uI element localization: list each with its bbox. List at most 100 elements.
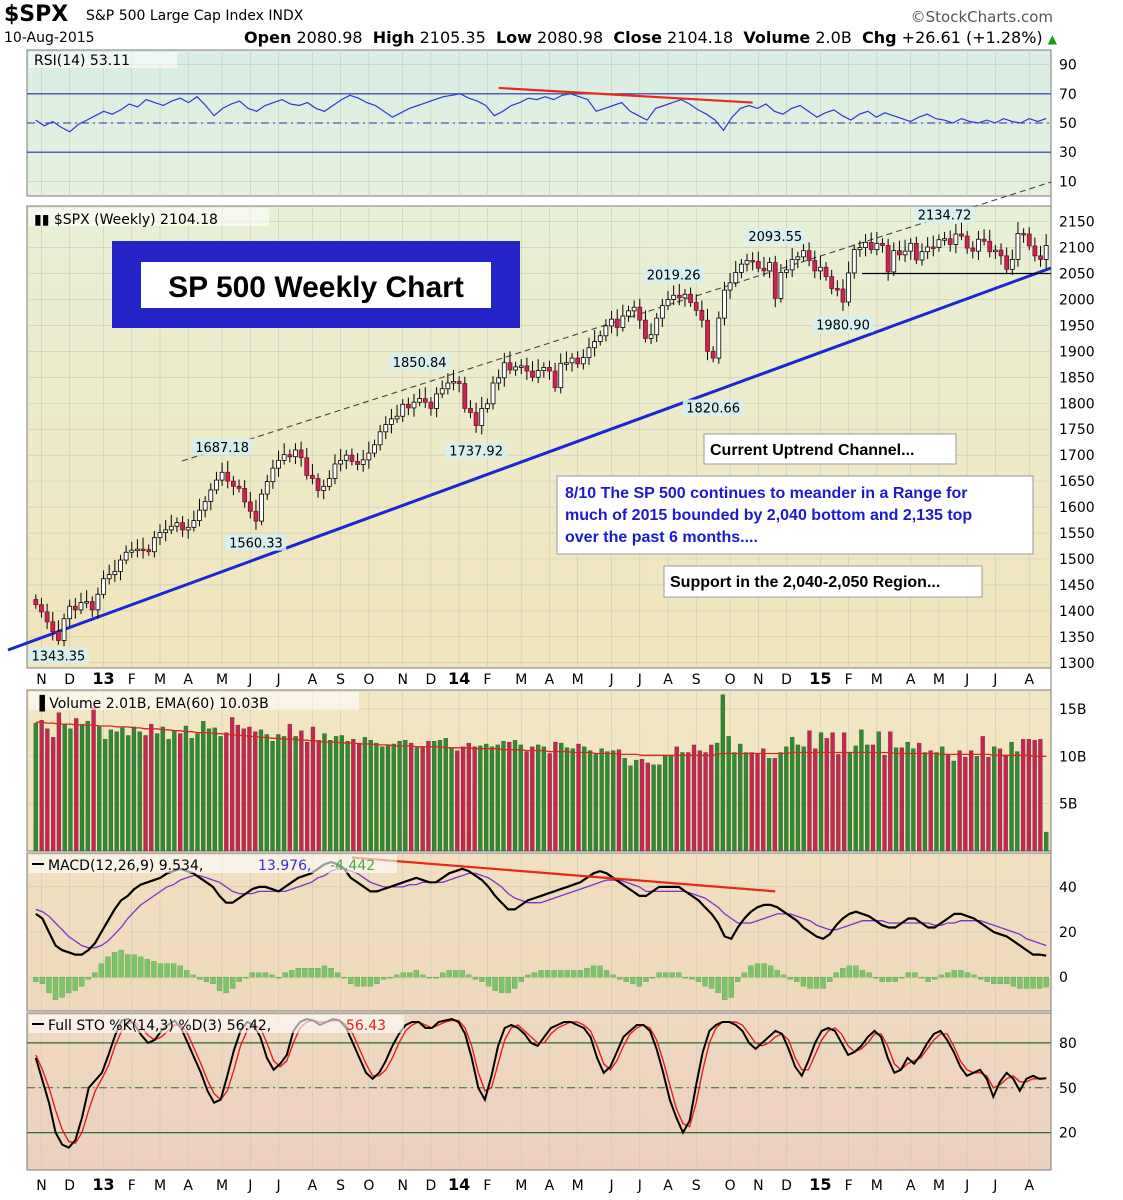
volume-bar-up xyxy=(599,748,604,852)
bottom-x-tick-label: D xyxy=(64,1178,75,1194)
candle-up xyxy=(214,479,219,491)
candle-up xyxy=(168,525,174,531)
volume-bar-up xyxy=(859,729,864,852)
candle-up xyxy=(767,262,772,272)
candle-down xyxy=(637,306,643,321)
candle-up xyxy=(942,238,947,241)
macd-histogram-bar xyxy=(413,970,419,978)
candle-up xyxy=(541,367,547,371)
candle-down xyxy=(50,621,56,633)
bottom-x-tick-label: S xyxy=(692,1178,701,1194)
volume-bar-up xyxy=(276,734,281,852)
bottom-x-tick-label: A xyxy=(545,1178,555,1194)
candle-up xyxy=(326,478,332,487)
macd-histogram-bar xyxy=(748,965,754,978)
volume-bar-up xyxy=(801,746,806,852)
symbol: $SPX xyxy=(4,2,69,27)
macd-histogram-bar xyxy=(498,976,505,994)
candle-down xyxy=(310,475,315,479)
volume-bar-down xyxy=(755,754,760,852)
volume-bar-up xyxy=(166,739,171,852)
volume-label: Volume xyxy=(743,28,811,47)
volume-bar-up xyxy=(328,740,333,852)
volume-bar-up xyxy=(1009,741,1014,852)
macd-histogram-bar xyxy=(544,970,551,978)
price-x-tick-label: J xyxy=(247,672,252,688)
uptrend-support-line xyxy=(7,266,1052,652)
volume-bar-down xyxy=(997,748,1003,852)
volume-bar-down xyxy=(691,744,697,852)
volume-bar-down xyxy=(1032,740,1037,852)
price-tag-bg xyxy=(191,438,253,455)
price-x-tick-label: N xyxy=(397,672,407,688)
candle-up xyxy=(479,408,485,426)
macd-histogram-bar xyxy=(800,976,807,987)
volume-bar-up xyxy=(322,733,327,852)
volume-bar-up xyxy=(795,744,801,852)
macd-histogram-bar xyxy=(433,976,439,979)
macd-histogram-bar xyxy=(1036,976,1043,989)
price-y-tick-label: 1400 xyxy=(1059,604,1095,620)
volume-bar-down xyxy=(703,752,708,852)
candle-up xyxy=(993,249,998,253)
candle-down xyxy=(834,288,840,291)
volume-bar-down xyxy=(1020,739,1026,852)
macd-y-tick-label: 40 xyxy=(1059,880,1077,896)
volume-bar-up xyxy=(172,730,177,852)
volume-bar-down xyxy=(235,724,241,852)
candle-down xyxy=(56,631,61,641)
price-x-tick-label: S xyxy=(692,672,701,688)
candle-up xyxy=(84,601,89,604)
price-tag-bg xyxy=(682,399,744,416)
macd-histogram-bar xyxy=(65,976,72,994)
candle-down xyxy=(225,471,231,482)
macd-histogram-bar xyxy=(85,976,91,980)
volume-bar-down xyxy=(836,754,841,852)
volume-bar-up xyxy=(911,748,916,852)
volume-bar-up xyxy=(403,740,408,852)
candle-down xyxy=(981,238,987,242)
volume-bar-up xyxy=(264,734,269,852)
candle-down xyxy=(575,357,581,365)
volume-bar-up xyxy=(663,756,668,852)
volume-bar-up xyxy=(380,746,385,852)
candle-down xyxy=(868,241,874,251)
bottom-x-tick-label: J xyxy=(247,1178,252,1194)
price-tag: 2134.72 xyxy=(918,209,972,224)
volume-bar-down xyxy=(426,740,431,852)
candle-down xyxy=(298,449,304,459)
volume-bar-up xyxy=(206,728,212,852)
macd-histogram-bar xyxy=(59,976,65,998)
price-y-tick-label: 2150 xyxy=(1059,215,1095,231)
candle-down xyxy=(242,487,248,503)
candle-down xyxy=(772,262,778,299)
support-note-box xyxy=(663,565,983,598)
price-x-tick-label: J xyxy=(275,672,280,688)
macd-histogram-bar xyxy=(853,965,859,978)
candle-up xyxy=(902,250,908,256)
price-y-tick-label: 1750 xyxy=(1059,422,1095,438)
index-name: S&P 500 Large Cap Index INDX xyxy=(86,8,303,24)
macd-legend-hist: -4.442 xyxy=(330,858,375,874)
macd-histogram-bar xyxy=(334,972,341,978)
volume-legend: ▐ Volume 2.01B, EMA(60) 10.03B xyxy=(34,694,269,712)
volume-bar-down xyxy=(882,755,887,852)
macd-histogram-bar xyxy=(879,976,885,982)
candle-up xyxy=(558,362,564,389)
volume-bar-up xyxy=(518,744,523,852)
candle-down xyxy=(507,362,513,371)
candle-up xyxy=(281,454,287,461)
macd-histogram-bar xyxy=(649,976,656,979)
candle-up xyxy=(417,398,423,403)
macd-histogram-bar xyxy=(52,976,59,1000)
price-x-tick-label: 14 xyxy=(448,669,470,688)
price-x-tick-label: J xyxy=(608,672,613,688)
price-tag-bg xyxy=(643,266,704,283)
candle-up xyxy=(67,605,73,620)
volume-bar-down xyxy=(460,746,466,852)
candle-down xyxy=(287,454,293,458)
candle-up xyxy=(366,452,372,461)
bottom-x-tick-label: J xyxy=(637,1178,642,1194)
macd-histogram-bar xyxy=(794,976,800,982)
candle-down xyxy=(530,370,535,378)
